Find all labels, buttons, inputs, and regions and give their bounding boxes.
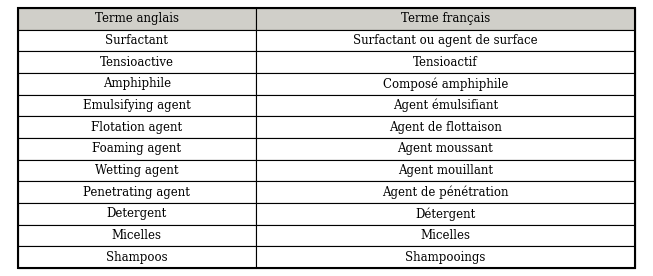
Text: Surfactant ou agent de surface: Surfactant ou agent de surface [353,34,537,47]
Text: Agent moussant: Agent moussant [398,142,493,155]
Text: Penetrating agent: Penetrating agent [84,186,190,199]
Text: Agent mouillant: Agent mouillant [398,164,493,177]
Text: Flotation agent: Flotation agent [91,121,182,134]
Text: Micelles: Micelles [112,229,162,242]
Text: Détergent: Détergent [415,207,475,221]
Text: Foaming agent: Foaming agent [92,142,182,155]
Text: Agent émulsifiant: Agent émulsifiant [392,99,498,112]
Text: Micelles: Micelles [421,229,470,242]
Text: Agent de flottaison: Agent de flottaison [389,121,502,134]
Text: Tensioactif: Tensioactif [413,56,477,69]
Text: Composé amphiphile: Composé amphiphile [383,77,508,91]
Text: Wetting agent: Wetting agent [95,164,178,177]
Text: Terme anglais: Terme anglais [95,12,179,25]
Text: Shampoos: Shampoos [106,251,168,264]
Text: Shampooings: Shampooings [405,251,485,264]
Text: Terme français: Terme français [401,12,490,25]
Text: Surfactant: Surfactant [105,34,168,47]
Text: Amphiphile: Amphiphile [103,77,171,90]
Text: Detergent: Detergent [106,207,167,220]
Text: Emulsifying agent: Emulsifying agent [83,99,191,112]
Text: Agent de pénétration: Agent de pénétration [382,185,509,199]
Text: Tensioactive: Tensioactive [100,56,174,69]
